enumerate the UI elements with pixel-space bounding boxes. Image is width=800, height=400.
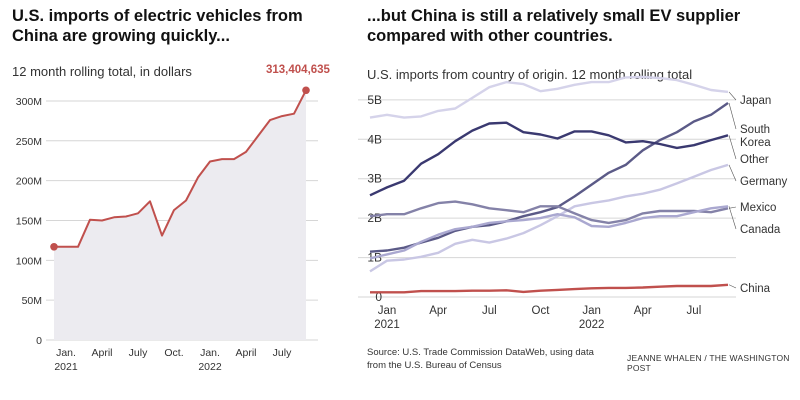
mexico-leader-line [728, 206, 737, 209]
end-point-marker [302, 86, 310, 95]
left-chart: 0 50M 100M 150M 200M 250M 300M Jan. 2021 April Ju… [16, 86, 318, 373]
other-line [369, 121, 729, 197]
left-x-tick-label: July [273, 347, 292, 359]
left-x-tick-label: April [235, 347, 256, 359]
germany-label: Germany [740, 176, 788, 188]
right-x-tick-label: Jan [582, 305, 601, 317]
china-imports-area [54, 90, 306, 340]
left-chart-subtitle: 12 month rolling total, in dollars [12, 64, 192, 79]
mexico-label: Mexico [740, 202, 776, 214]
left-y-tick-label: 250M [16, 136, 42, 148]
left-chart-callout: 313,404,635 [266, 64, 330, 76]
china-leader-line [728, 284, 737, 289]
right-chart-subtitle: U.S. imports from country of origin. 12 … [367, 67, 693, 82]
right-y-tick-label: 3B [367, 172, 382, 186]
south-korea-label: South [740, 124, 770, 136]
right-x-tick-label: Apr [429, 305, 447, 317]
right-y-tick-label: 0 [375, 290, 382, 304]
source-line-2: from the U.S. Bureau of Census [367, 360, 502, 371]
right-x-tick-label: Jul [482, 305, 497, 317]
right-y-tick-label: 5B [367, 93, 382, 107]
japan-leader-line [728, 91, 737, 101]
left-x-tick-label: July [129, 347, 148, 359]
south-korea-leader-line [728, 102, 737, 130]
canada-leader-line [728, 206, 737, 230]
right-x-tick-label: Jan [378, 305, 397, 317]
left-y-axis: 0 50M 100M 150M 200M 250M 300M [16, 96, 42, 347]
other-leader-line [728, 135, 737, 160]
left-x-tick-year: 2022 [198, 361, 222, 373]
right-x-tick-label: Apr [634, 305, 652, 317]
right-x-tick-year: 2021 [374, 319, 400, 331]
south-korea-line [369, 102, 729, 253]
source-line-1: Source: U.S. Trade Commission DataWeb, u… [367, 347, 594, 358]
canada-line [369, 205, 729, 260]
source-note: Source: U.S. Trade Commission DataWeb, u… [367, 346, 594, 372]
canada-label: Canada [740, 224, 781, 236]
left-plot-area [50, 86, 310, 340]
left-y-tick-label: 150M [16, 215, 42, 227]
right-y-tick-label: 4B [367, 132, 382, 146]
left-chart-title: U.S. imports of electric vehicles from C… [12, 7, 303, 45]
left-x-tick-year: 2021 [54, 361, 78, 373]
japan-label: Japan [740, 95, 771, 107]
germany-line [369, 163, 729, 273]
left-y-tick-label: 100M [16, 255, 42, 267]
left-y-tick-label: 0 [36, 335, 42, 347]
right-x-tick-label: Oct [532, 305, 551, 317]
right-gridlines [358, 99, 736, 298]
other-label: Other [740, 154, 769, 166]
right-x-axis: Jan 2021 Apr Jul Oct Jan 2022 Apr Jul [374, 305, 701, 331]
right-chart-title: ...but China is still a relatively small… [367, 7, 741, 45]
right-x-tick-year: 2022 [579, 319, 605, 331]
germany-leader-line [728, 164, 737, 182]
left-x-tick-label: Jan. [200, 347, 220, 359]
left-y-tick-label: 300M [16, 96, 42, 108]
south-korea-label: Korea [740, 137, 771, 149]
left-y-tick-label: 50M [22, 295, 42, 307]
left-x-tick-label: Jan. [56, 347, 76, 359]
start-point-marker [50, 242, 58, 251]
japan-line [369, 75, 729, 119]
mexico-line [369, 200, 729, 225]
left-x-tick-label: April [91, 347, 112, 359]
china-label: China [740, 283, 771, 295]
china-imports-line [54, 89, 307, 248]
right-plot-area [369, 75, 729, 294]
left-y-tick-label: 200M [16, 176, 42, 188]
left-x-tick-label: Oct. [164, 347, 183, 359]
left-x-axis: Jan. 2021 April July Oct. Jan. 2022 April July [54, 347, 292, 373]
right-x-tick-label: Jul [687, 305, 702, 317]
credit-line: JEANNE WHALEN / THE WASHINGTON POST [627, 353, 790, 373]
china-line [370, 283, 729, 294]
right-y-tick-label: 2B [367, 211, 382, 225]
